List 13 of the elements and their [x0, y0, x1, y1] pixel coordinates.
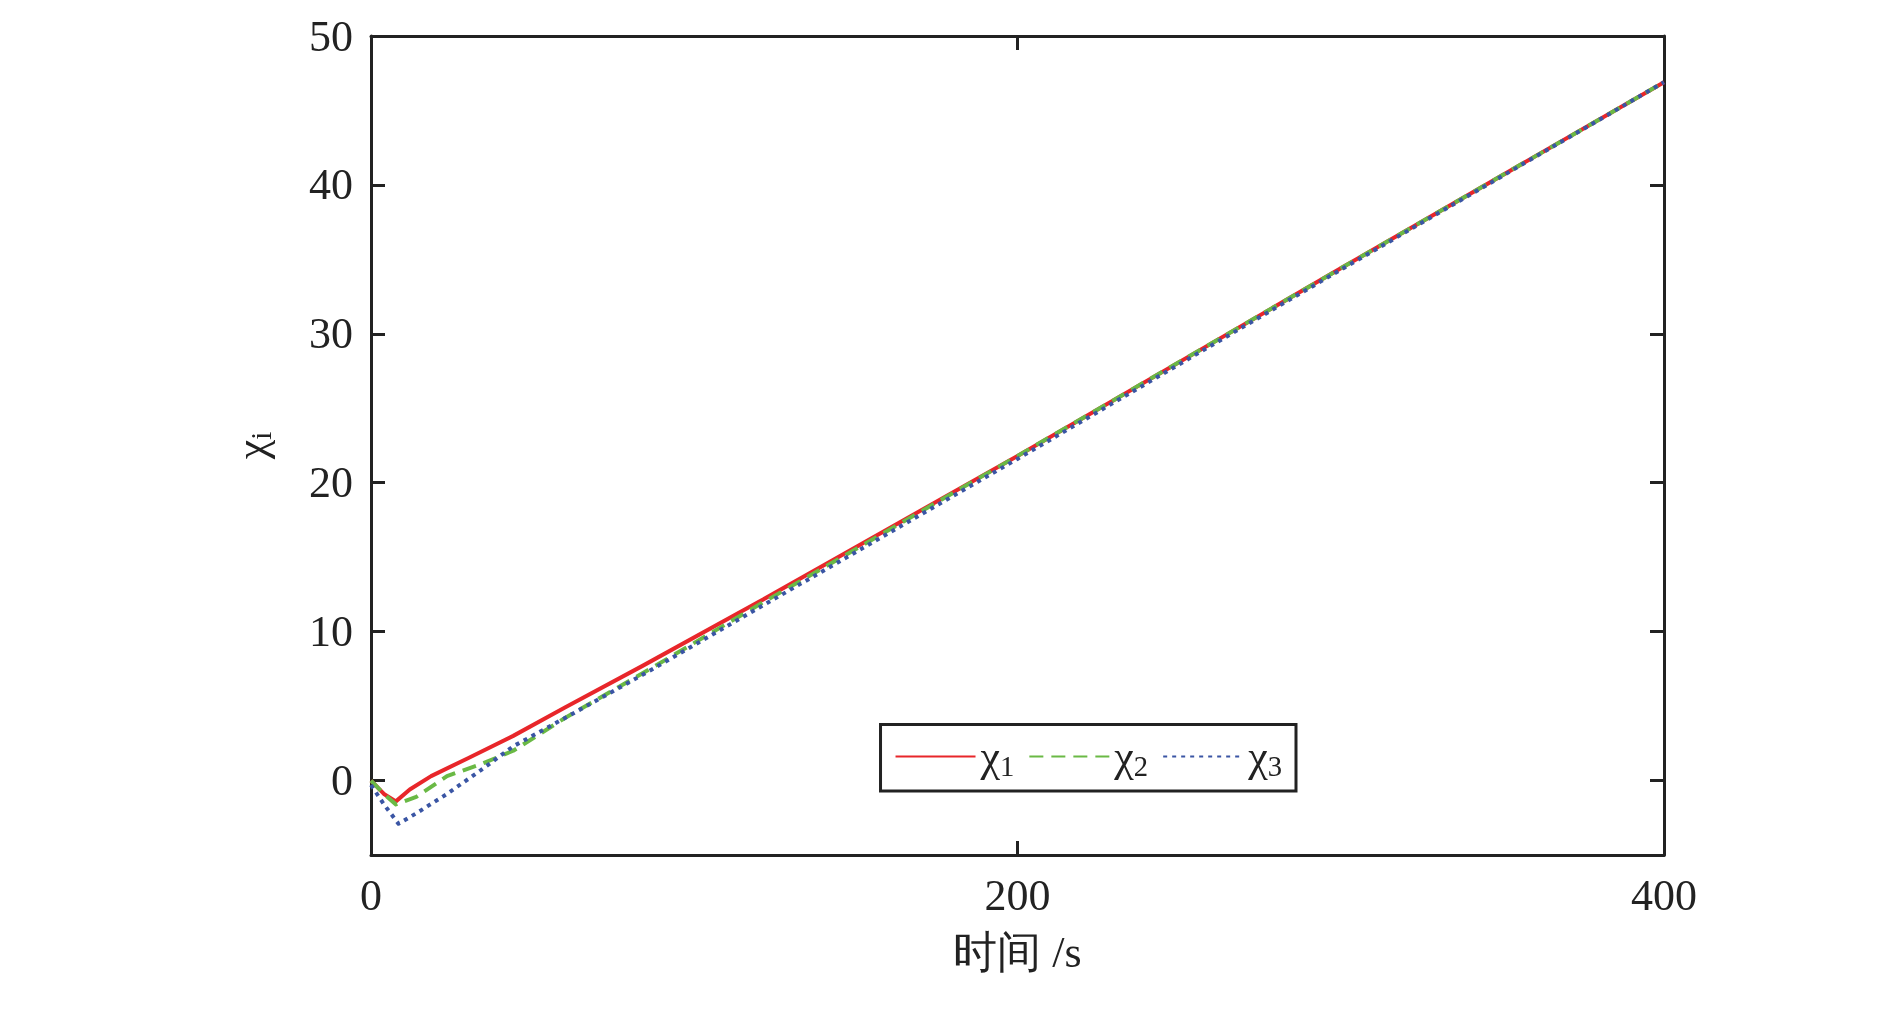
y-tick-label: 40	[309, 160, 353, 210]
y-tick-label: 10	[309, 607, 353, 657]
y-tick-label: 30	[309, 309, 353, 359]
y-tick-label: 20	[309, 458, 353, 508]
x-tick-label: 200	[984, 870, 1051, 920]
y-axis-title: χi	[227, 431, 277, 461]
x-tick-label: 400	[1631, 870, 1697, 920]
y-tick-label: 0	[331, 756, 353, 806]
x-axis-title: 时间 /s	[953, 927, 1082, 977]
legend-label: χ3	[1247, 732, 1282, 782]
y-tick-label: 50	[309, 11, 353, 61]
legend-label: χ2	[1113, 732, 1149, 782]
legend-label: χ1	[979, 732, 1015, 782]
